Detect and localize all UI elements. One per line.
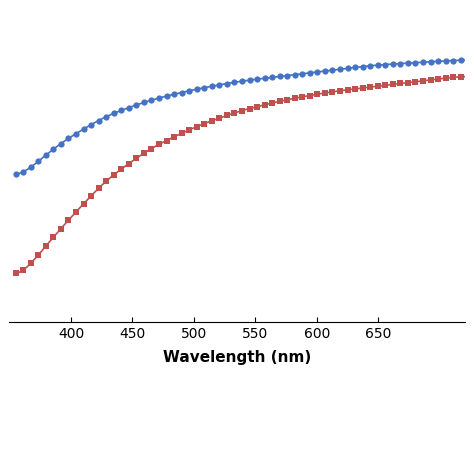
TiO$_2$ thin fi <box>134 155 139 161</box>
0.1% Ag-T <box>107 112 113 118</box>
X-axis label: Wavelength (nm): Wavelength (nm) <box>163 349 311 365</box>
0.1% Ag-T <box>367 63 373 69</box>
0.1% Ag-T <box>322 68 328 74</box>
0.1% Ag-T <box>462 57 467 63</box>
TiO$_2$ thin fi <box>107 175 113 181</box>
TiO$_2$ thin fi <box>447 75 452 81</box>
0.1% Ag-T <box>447 58 452 64</box>
TiO$_2$ thin fi <box>322 90 328 96</box>
0.1% Ag-T <box>262 75 267 81</box>
Line: TiO$_2$ thin fi: TiO$_2$ thin fi <box>12 73 468 276</box>
TiO$_2$ thin fi <box>13 271 18 276</box>
0.1% Ag-T <box>134 102 139 108</box>
Line: 0.1% Ag-T: 0.1% Ag-T <box>12 57 468 177</box>
TiO$_2$ thin fi <box>367 84 373 90</box>
0.1% Ag-T <box>13 172 18 177</box>
TiO$_2$ thin fi <box>462 74 467 80</box>
TiO$_2$ thin fi <box>262 102 267 108</box>
